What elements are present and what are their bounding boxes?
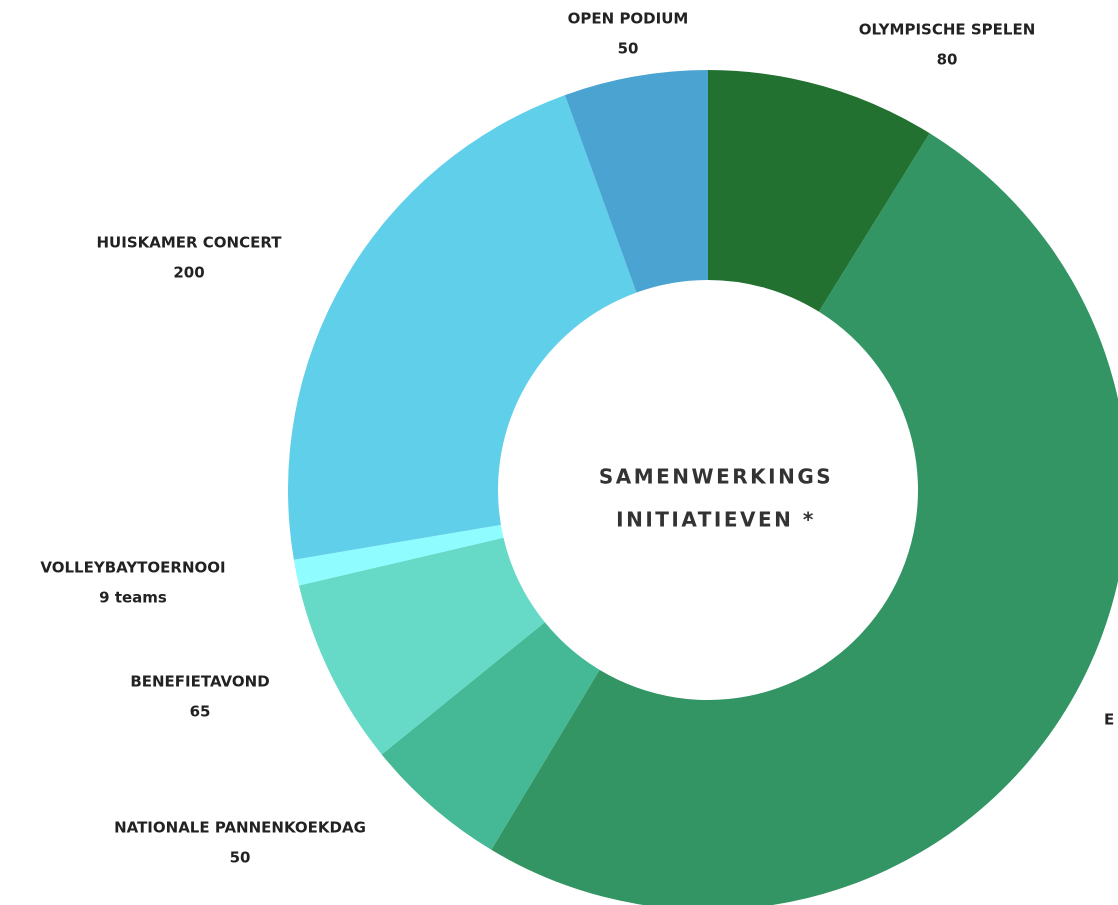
slice-label: OLYMPISCHE SPELEN [859,21,1036,39]
donut-slice [298,537,545,755]
center-label: SAMENWERKINGS [599,465,833,489]
donut-slice [381,622,600,850]
donut-slice [293,524,504,586]
slice-label: E [1104,711,1114,729]
donut-slice [288,95,637,560]
slice-label: HUISKAMER CONCERT [97,234,283,252]
donut-slice [708,70,930,312]
slice-value: 80 [937,51,958,69]
donut-slice [564,70,708,293]
slice-label: OPEN PODIUM [568,10,689,28]
center-label: INITIATIEVEN * [616,508,816,532]
donut-slice [491,133,1118,905]
slice-value: 50 [230,849,251,867]
slice-label: VOLLEYBAYTOERNOOI [40,559,225,577]
slice-value: 50 [618,40,639,58]
slice-value: 9 teams [99,589,167,607]
slice-value: 200 [173,264,204,282]
slice-value: 65 [190,703,211,721]
slice-label: NATIONALE PANNENKOEKDAG [114,819,366,837]
slice-label: BENEFIETAVOND [130,673,269,691]
